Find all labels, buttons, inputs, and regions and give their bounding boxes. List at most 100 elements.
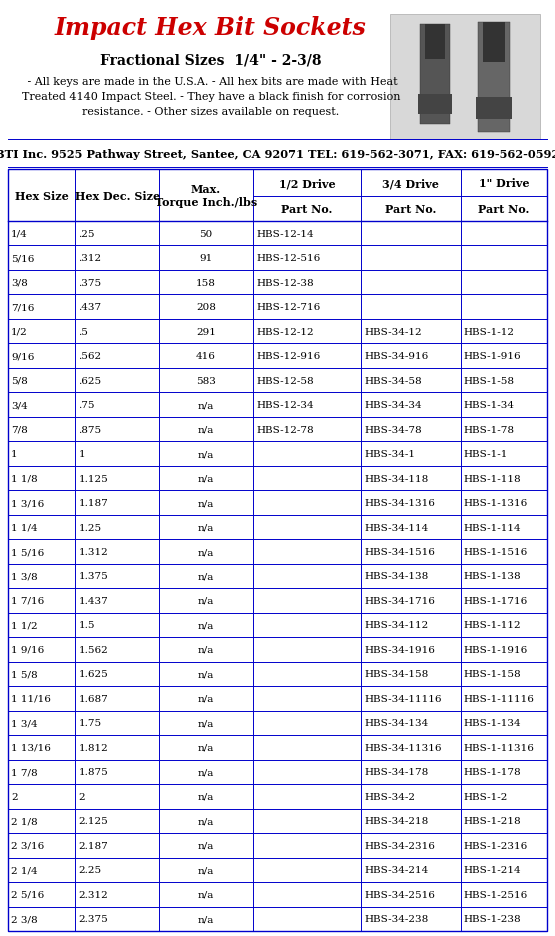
Text: HBS-12-34: HBS-12-34 <box>256 401 314 410</box>
Text: HBS-12-78: HBS-12-78 <box>256 425 314 434</box>
Text: Part No.: Part No. <box>478 204 529 214</box>
Text: 1 3/4: 1 3/4 <box>11 719 38 727</box>
Text: 1.625: 1.625 <box>78 670 108 679</box>
Text: n/a: n/a <box>198 792 214 801</box>
Text: 1 3/16: 1 3/16 <box>11 499 44 507</box>
Text: 3/4: 3/4 <box>11 401 28 410</box>
Text: 1.125: 1.125 <box>78 474 108 483</box>
Text: HBS-1-58: HBS-1-58 <box>464 376 514 386</box>
Text: HBS-1-916: HBS-1-916 <box>464 352 521 360</box>
Text: HBS-34-1516: HBS-34-1516 <box>364 548 435 556</box>
Text: HBS-12-38: HBS-12-38 <box>256 278 314 287</box>
Text: 1.312: 1.312 <box>78 548 108 556</box>
Text: 3/8: 3/8 <box>11 278 28 287</box>
Text: HBS-1-11316: HBS-1-11316 <box>464 743 534 752</box>
Bar <box>8 169 547 931</box>
Text: .5: .5 <box>78 328 88 336</box>
Text: HBS-1-134: HBS-1-134 <box>464 719 521 727</box>
Text: HBS-1-1: HBS-1-1 <box>464 449 508 459</box>
Text: n/a: n/a <box>198 401 214 410</box>
Bar <box>476 98 512 120</box>
Text: n/a: n/a <box>198 425 214 434</box>
Text: HBS-34-2: HBS-34-2 <box>364 792 415 801</box>
Text: 1.437: 1.437 <box>78 596 108 606</box>
Text: n/a: n/a <box>198 841 214 850</box>
Text: 1 11/16: 1 11/16 <box>11 695 51 703</box>
Text: Treated 4140 Impact Steel. - They have a black finish for corrosion: Treated 4140 Impact Steel. - They have a… <box>22 92 400 102</box>
Text: 2 1/4: 2 1/4 <box>11 866 38 874</box>
Text: 1 9/16: 1 9/16 <box>11 645 44 654</box>
Text: HBS-1-2516: HBS-1-2516 <box>464 890 528 899</box>
Bar <box>420 25 450 124</box>
Text: n/a: n/a <box>198 449 214 459</box>
Text: 5/16: 5/16 <box>11 254 34 263</box>
Text: HBS-34-112: HBS-34-112 <box>364 621 428 630</box>
Text: 7/16: 7/16 <box>11 303 34 312</box>
Text: HBS-1-2: HBS-1-2 <box>464 792 508 801</box>
Text: 1/2: 1/2 <box>11 328 28 336</box>
Text: HBS-1-1316: HBS-1-1316 <box>464 499 528 507</box>
Text: HBS-12-14: HBS-12-14 <box>256 229 314 239</box>
Text: HBS-1-1516: HBS-1-1516 <box>464 548 528 556</box>
Text: 2.187: 2.187 <box>78 841 108 850</box>
Text: HBS-34-1916: HBS-34-1916 <box>364 645 435 654</box>
Text: HBS-34-12: HBS-34-12 <box>364 328 422 336</box>
Text: n/a: n/a <box>198 499 214 507</box>
Text: 1.375: 1.375 <box>78 572 108 581</box>
Text: HBS-34-134: HBS-34-134 <box>364 719 428 727</box>
Text: 1 1/8: 1 1/8 <box>11 474 38 483</box>
Text: Impact Hex Bit Sockets: Impact Hex Bit Sockets <box>55 16 367 40</box>
Text: HBS-1-238: HBS-1-238 <box>464 914 521 923</box>
Text: 2: 2 <box>78 792 85 801</box>
Text: 1/4: 1/4 <box>11 229 28 239</box>
Text: n/a: n/a <box>198 719 214 727</box>
Text: 291: 291 <box>196 328 216 336</box>
Text: .437: .437 <box>78 303 102 312</box>
Text: 1.812: 1.812 <box>78 743 108 752</box>
Text: .625: .625 <box>78 376 102 386</box>
Text: 1 7/8: 1 7/8 <box>11 768 38 777</box>
Text: - All keys are made in the U.S.A. - All hex bits are made with Heat: - All keys are made in the U.S.A. - All … <box>24 77 398 87</box>
Text: 2 3/8: 2 3/8 <box>11 914 38 923</box>
Text: .562: .562 <box>78 352 102 360</box>
Text: HBS-12-516: HBS-12-516 <box>256 254 320 263</box>
Text: 416: 416 <box>196 352 216 360</box>
Text: HBS-34-118: HBS-34-118 <box>364 474 428 483</box>
Text: 2.25: 2.25 <box>78 866 102 874</box>
Text: HBS-12-916: HBS-12-916 <box>256 352 320 360</box>
Text: n/a: n/a <box>198 866 214 874</box>
Text: 2.312: 2.312 <box>78 890 108 899</box>
Text: HBS-34-238: HBS-34-238 <box>364 914 428 923</box>
Text: 1.875: 1.875 <box>78 768 108 777</box>
Text: 1 7/16: 1 7/16 <box>11 596 44 606</box>
Text: HBS-34-1: HBS-34-1 <box>364 449 415 459</box>
Text: n/a: n/a <box>198 474 214 483</box>
Text: HBS-34-1716: HBS-34-1716 <box>364 596 435 606</box>
Text: HBS-34-58: HBS-34-58 <box>364 376 422 386</box>
Text: HBS-12-12: HBS-12-12 <box>256 328 314 336</box>
Text: 1.187: 1.187 <box>78 499 108 507</box>
Text: HBS-34-178: HBS-34-178 <box>364 768 428 777</box>
Text: HBS-1-1716: HBS-1-1716 <box>464 596 528 606</box>
Text: 1: 1 <box>78 449 85 459</box>
Text: 1/2 Drive: 1/2 Drive <box>279 178 335 189</box>
Text: HBS-34-2516: HBS-34-2516 <box>364 890 435 899</box>
Text: 583: 583 <box>196 376 216 386</box>
Text: 1: 1 <box>11 449 18 459</box>
Text: HBS-34-916: HBS-34-916 <box>364 352 428 360</box>
Text: HBS-1-12: HBS-1-12 <box>464 328 514 336</box>
Text: 2 1/8: 2 1/8 <box>11 816 38 826</box>
Text: 1 1/2: 1 1/2 <box>11 621 38 630</box>
Text: n/a: n/a <box>198 890 214 899</box>
Text: n/a: n/a <box>198 743 214 752</box>
Text: HBS-1-34: HBS-1-34 <box>464 401 514 410</box>
Text: 2 3/16: 2 3/16 <box>11 841 44 850</box>
Text: HBS-1-138: HBS-1-138 <box>464 572 521 581</box>
Text: HBS-1-114: HBS-1-114 <box>464 523 521 532</box>
Text: HBS-34-214: HBS-34-214 <box>364 866 428 874</box>
Text: n/a: n/a <box>198 572 214 581</box>
Text: BTI Inc. 9525 Pathway Street, Santee, CA 92071 TEL: 619-562-3071, FAX: 619-562-0: BTI Inc. 9525 Pathway Street, Santee, CA… <box>0 150 555 160</box>
Text: 1.25: 1.25 <box>78 523 102 532</box>
Text: HBS-1-178: HBS-1-178 <box>464 768 521 777</box>
Bar <box>483 23 505 63</box>
